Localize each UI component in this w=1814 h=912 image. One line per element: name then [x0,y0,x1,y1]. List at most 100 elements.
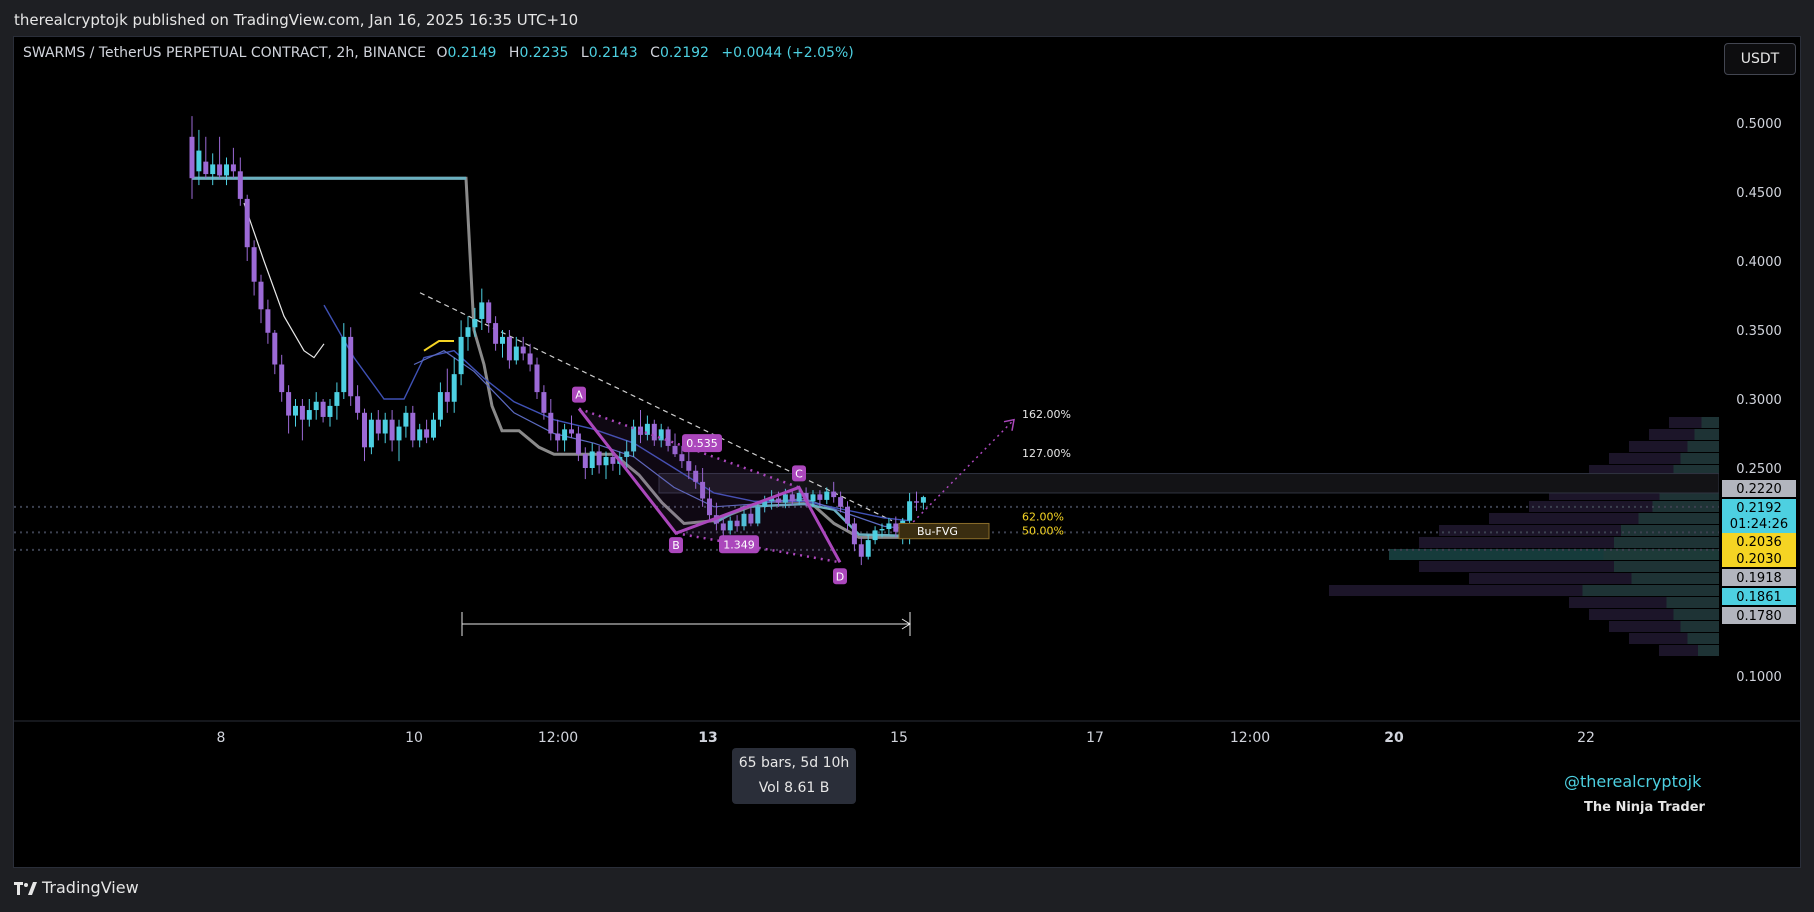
candle-body [914,501,919,503]
candle-body [306,410,312,420]
pattern-point-b-badge [669,537,683,554]
fib-level-label: 62.00% [1022,511,1064,524]
fib-level-label: 50.00% [1022,524,1064,537]
candle-body [920,497,926,503]
candle-body [638,426,643,435]
candle-body [472,318,478,328]
candle-body [258,281,264,310]
volume-profile-bar [1439,525,1719,536]
candle-body [272,332,278,365]
price-label: 0.1780 [1736,609,1782,624]
publish-header: therealcryptojk published on TradingView… [14,11,579,29]
candle-body [334,392,340,406]
candle-body [700,481,706,499]
candle-body [755,506,761,524]
candle-body [500,336,505,344]
candle-body [327,405,333,417]
candle-body [727,520,733,531]
volume-profile-bar-up [1694,429,1719,440]
candle-body [886,523,892,530]
candle-body [782,494,788,503]
volume-profile-bar [1629,441,1719,452]
candle-body [265,309,271,333]
volume-profile-bar [1629,633,1719,644]
price-label-box [1722,550,1796,567]
candle-body [831,491,837,498]
ma-blue-line [323,304,910,522]
fib-level-label: 127.00% [1022,447,1071,460]
volume-profile-bar-up [1701,417,1719,428]
price-label: 0.1861 [1736,590,1782,605]
y-axis-tick-label: 0.4000 [1736,255,1782,270]
candle-body [872,530,878,541]
candle-body [748,513,754,524]
candle-body [431,419,436,438]
candle-body [658,429,664,441]
volume-profile-bar [1419,561,1719,572]
volume-profile-bar-up [1666,597,1719,608]
volume-profile-bar-up [1603,549,1719,560]
candle-body [734,520,740,527]
pattern-point-a-badge [572,386,586,403]
volume-profile-bar-up [1680,453,1719,464]
candle-body [624,451,630,457]
measure-tooltip: 65 bars, 5d 10h Vol 8.61 B [732,748,856,804]
volume-profile-bar-up [1673,465,1719,476]
volume-profile-bar-up [1614,537,1719,548]
symbol-title: SWARMS / TetherUS PERPETUAL CONTRACT, 2h… [23,45,426,61]
volume-profile-bar-up [1673,609,1719,620]
volume-profile-bar [1609,621,1719,632]
countdown-label: 01:24:26 [1730,517,1788,532]
candle-body [672,445,678,455]
candle-body [444,392,450,402]
candle-body [679,454,685,462]
candle-body [651,423,657,441]
y-axis-tick-label: 0.1000 [1736,670,1782,685]
candle-body [368,419,374,448]
x-axis-tick-label: 12:00 [538,730,578,746]
candle-body [203,161,209,175]
tradingview-logo-icon[interactable] [14,882,38,896]
candle-body [893,523,899,532]
ma-blue-line-2 [413,350,910,530]
candle-body [348,336,354,397]
candle-body [389,419,395,441]
tradingview-brand[interactable]: TradingView [42,878,139,897]
volume-profile-bar [1649,429,1719,440]
volume-profile-bar [1589,465,1719,476]
candle-body [210,164,216,175]
x-axis-tick-label: 17 [1086,730,1104,746]
ratio-badge [719,535,759,554]
x-axis-tick-label: 22 [1577,730,1595,746]
candle-body [293,405,298,416]
high-label: H [508,45,520,61]
candle-body [506,336,512,361]
symbol-legend: SWARMS / TetherUS PERPETUAL CONTRACT, 2h… [23,45,862,61]
price-label-box [1722,569,1796,586]
pattern-point-b-label: B [672,539,680,552]
candle-body [817,494,823,500]
projection-dotted-line [908,419,1015,527]
pattern-point-a-label: A [575,389,583,402]
candle-body [410,412,416,441]
ratio-label: 1.349 [723,538,755,551]
price-label: 0.2030 [1736,552,1782,567]
candle-body [341,336,347,393]
volume-profile-bar-up [1687,633,1719,644]
candle-body [230,164,236,172]
low-label: L [580,45,589,61]
candle-body [555,433,561,441]
chart-panel[interactable]: A B C D 0.535 1.349 162.00% 127.00% 62.00% 50.00%… [13,36,1801,868]
currency-button[interactable]: USDT [1724,43,1796,75]
candle-body [189,136,195,179]
candle-body [465,327,471,337]
projection-arrow-icon [1003,418,1015,431]
chart-canvas[interactable]: A B C D 0.535 1.349 162.00% 127.00% 62.00%50.00%… [14,37,1801,868]
candle-body [582,454,588,468]
close-value: 0.2192 [659,45,709,61]
harmonic-triangle-2 [676,487,840,563]
price-label: 0.2220 [1736,482,1782,497]
candle-body [451,374,457,402]
y-axis-tick-label: 0.5000 [1736,117,1782,132]
pattern-point-c-label: C [795,467,803,480]
